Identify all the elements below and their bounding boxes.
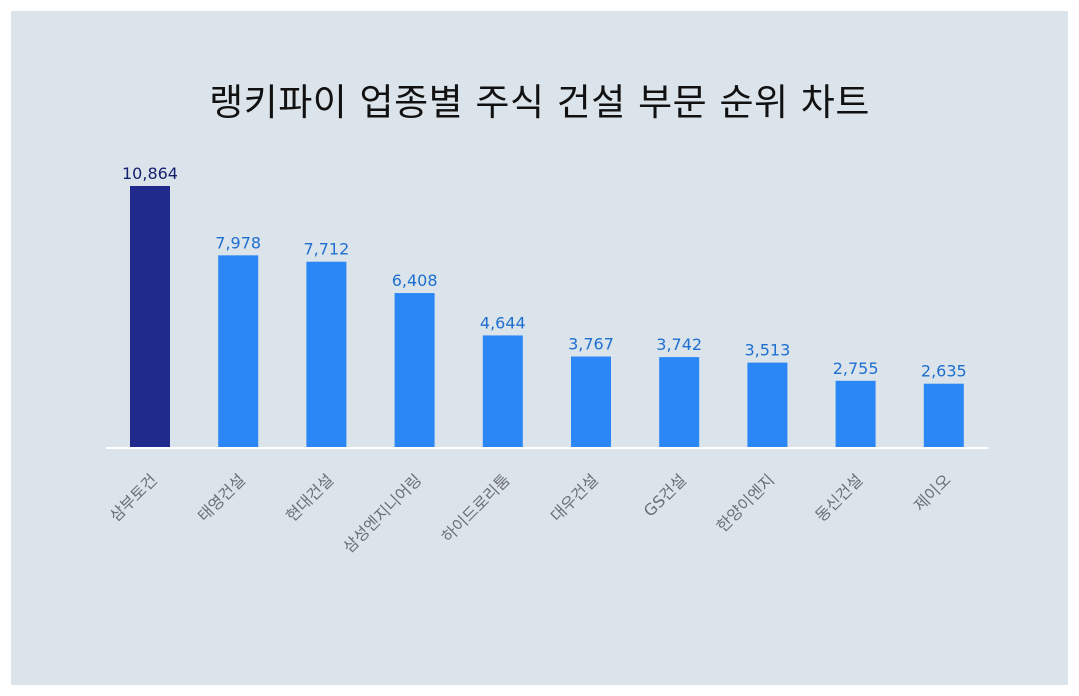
value-labels-group: 10,864 7,978 7,712 6,408 4,644 3,767 3,742 3,51… <box>122 164 967 381</box>
category-label-10: 제이오 <box>910 470 955 515</box>
bar-5 <box>482 335 523 447</box>
category-label-7: GS건설 <box>640 470 690 520</box>
value-label-1: 10,864 <box>122 164 178 183</box>
value-label-10: 2,635 <box>921 362 967 381</box>
bar-1 <box>130 186 170 447</box>
bars-group <box>130 186 964 447</box>
category-label-4: 삼성엔지니어링 <box>339 470 425 556</box>
category-label-2: 태영건설 <box>194 470 249 525</box>
category-label-8: 한양이엔지 <box>713 470 778 535</box>
chart-title: 랭키파이 업종별 주식 건설 부문 순위 차트 <box>209 81 870 124</box>
category-labels-group: 삼부토건 태영건설 현대건설 삼성엔지니어링 하이드로리툼 대우건설 GS건설 한양이엔지 동신… <box>106 470 955 556</box>
bar-10 <box>923 383 964 447</box>
bar-7 <box>659 357 700 447</box>
bar-8 <box>747 362 788 447</box>
bar-6 <box>571 356 611 447</box>
value-label-6: 3,767 <box>568 335 614 354</box>
category-label-9: 동신건설 <box>811 470 866 525</box>
value-label-5: 4,644 <box>480 313 526 332</box>
value-label-8: 3,513 <box>744 341 790 360</box>
value-label-2: 7,978 <box>215 233 261 252</box>
value-label-3: 7,712 <box>303 240 349 259</box>
value-label-9: 2,755 <box>833 359 879 378</box>
category-label-6: 대우건설 <box>547 470 602 525</box>
value-label-4: 6,408 <box>392 271 438 290</box>
category-label-5: 하이드로리툼 <box>438 470 514 546</box>
category-label-1: 삼부토건 <box>106 470 161 525</box>
category-label-3: 현대건설 <box>282 470 337 525</box>
bar-2 <box>218 255 259 447</box>
bar-4 <box>394 293 435 447</box>
bar-9 <box>835 380 876 447</box>
bar-3 <box>306 261 347 447</box>
chart-background <box>11 11 1068 685</box>
value-label-7: 3,742 <box>656 335 702 354</box>
